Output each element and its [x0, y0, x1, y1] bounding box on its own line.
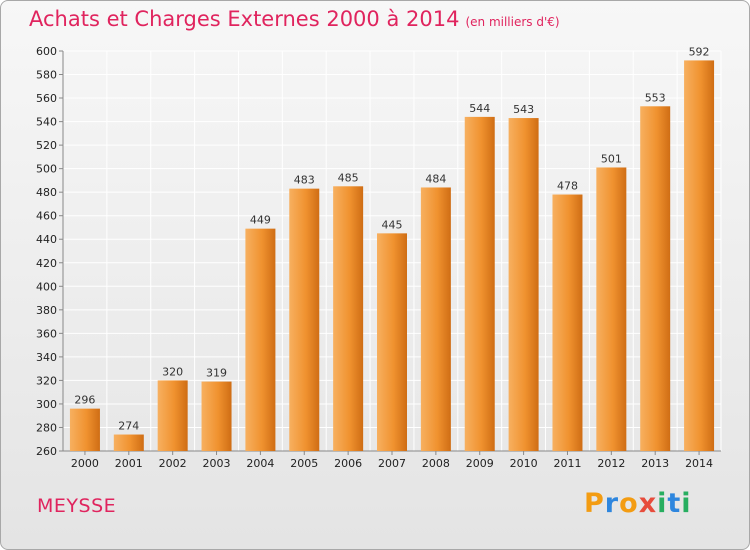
y-tick-label: 480 [36, 186, 57, 199]
bar-value-label: 543 [513, 103, 534, 116]
x-tick-label: 2005 [290, 457, 318, 470]
y-tick-label: 400 [36, 280, 57, 293]
x-tick-label: 2000 [71, 457, 99, 470]
bar-value-label: 592 [689, 45, 710, 58]
x-tick-label: 2010 [510, 457, 538, 470]
bar [552, 194, 583, 451]
logo-letter: i [657, 488, 668, 519]
bar [684, 60, 715, 451]
x-tick-label: 2011 [553, 457, 581, 470]
chart-title-text: Achats et Charges Externes 2000 à 2014 [29, 7, 460, 31]
bar [69, 408, 100, 451]
x-tick-label: 2013 [641, 457, 669, 470]
logo-letter: P [584, 488, 605, 519]
bar [508, 118, 539, 451]
bar [289, 188, 320, 451]
y-tick-label: 560 [36, 92, 57, 105]
x-tick-label: 2008 [422, 457, 450, 470]
bar [333, 186, 364, 451]
y-tick-label: 500 [36, 163, 57, 176]
bars [69, 60, 715, 451]
y-tick-label: 320 [36, 374, 57, 387]
chart-title: Achats et Charges Externes 2000 à 2014 (e… [29, 7, 560, 31]
x-tick-label: 2001 [115, 457, 143, 470]
x-tick-label: 2002 [159, 457, 187, 470]
y-tick-label: 300 [36, 398, 57, 411]
bar-value-label: 483 [294, 174, 315, 187]
proxiti-logo[interactable]: Proxiti [584, 488, 692, 519]
y-tick-label: 440 [36, 233, 57, 246]
bar [596, 167, 627, 451]
bar-value-label: 501 [601, 152, 622, 165]
y-tick-label: 460 [36, 210, 57, 223]
bar-value-label: 320 [162, 365, 183, 378]
bar [420, 187, 451, 451]
bar-value-label: 319 [206, 367, 227, 380]
y-tick-label: 340 [36, 351, 57, 364]
y-tick-label: 600 [36, 45, 57, 58]
bar-value-label: 553 [645, 91, 666, 104]
bar-value-label: 478 [557, 180, 578, 193]
bar [201, 381, 232, 451]
bar [113, 434, 144, 451]
y-tick-label: 520 [36, 139, 57, 152]
logo-letter: t [667, 488, 682, 519]
labels: 260 280 300 320 340 360 380 400 420 440 460 480 500 5… [36, 45, 713, 470]
y-tick-label: 280 [36, 421, 57, 434]
x-tick-label: 2003 [203, 457, 231, 470]
bar [464, 116, 495, 451]
bar-value-label: 274 [118, 420, 139, 433]
y-tick-label: 380 [36, 304, 57, 317]
y-tick-label: 360 [36, 327, 57, 340]
y-tick-label: 420 [36, 257, 57, 270]
x-tick-label: 2012 [597, 457, 625, 470]
chart-unit-note: (en milliers d'€) [465, 15, 560, 29]
bar-value-label: 296 [74, 394, 95, 407]
commune-name: MEYSSE [37, 495, 117, 517]
y-tick-label: 260 [36, 445, 57, 458]
bar-value-label: 445 [382, 218, 403, 231]
x-tick-label: 2014 [685, 457, 713, 470]
logo-letter: o [619, 488, 639, 519]
x-tick-label: 2007 [378, 457, 406, 470]
x-tick-label: 2009 [466, 457, 494, 470]
logo-letter: i [681, 488, 692, 519]
y-tick-label: 580 [36, 69, 57, 82]
x-tick-label: 2004 [246, 457, 274, 470]
logo-letter: r [604, 488, 620, 519]
bar [377, 233, 407, 451]
logo-letter: x [638, 488, 658, 519]
bar [245, 228, 276, 451]
x-tick-label: 2006 [334, 457, 362, 470]
bar [157, 380, 188, 451]
bar-value-label: 544 [469, 102, 490, 115]
y-tick-label: 540 [36, 116, 57, 129]
bar-value-label: 485 [338, 171, 359, 184]
bar [640, 106, 671, 451]
bar-value-label: 449 [250, 214, 271, 227]
bar-value-label: 484 [425, 172, 446, 185]
